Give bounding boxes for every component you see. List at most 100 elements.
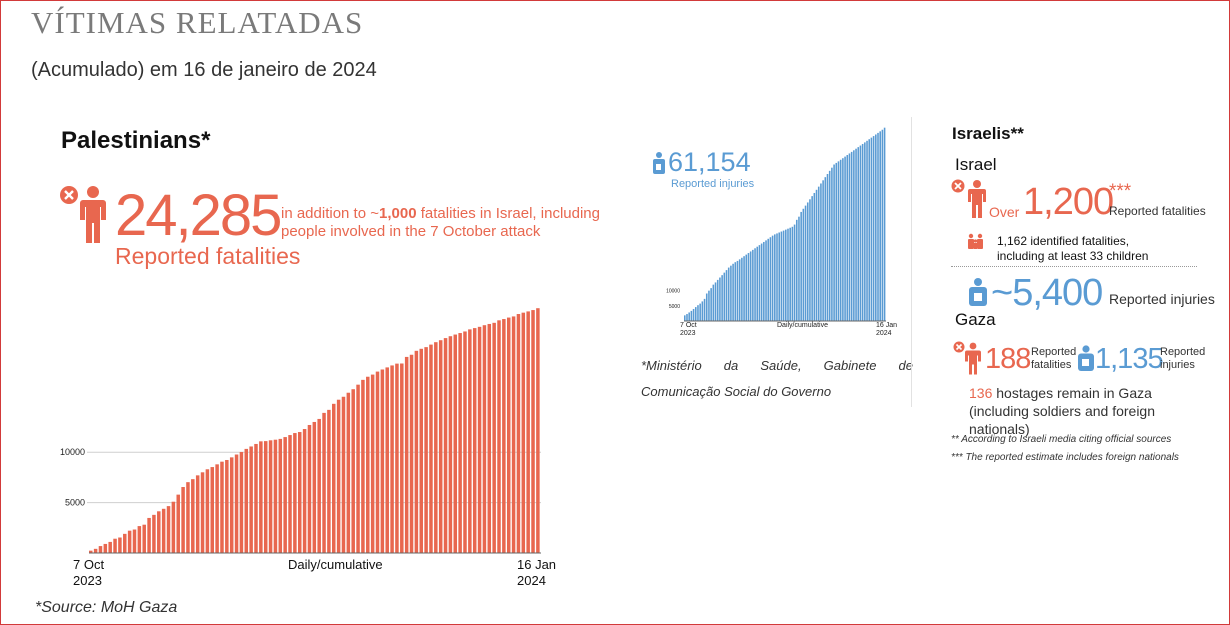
bar xyxy=(516,314,521,553)
bar xyxy=(161,508,166,553)
bar xyxy=(705,293,708,321)
y-tick-label: 5000 xyxy=(65,498,85,508)
bar xyxy=(526,311,530,553)
bar xyxy=(754,248,756,321)
israelis-heading: Israelis** xyxy=(952,124,1024,143)
bar xyxy=(195,475,200,553)
bar xyxy=(113,538,117,553)
bar xyxy=(293,433,297,553)
bar xyxy=(778,232,780,321)
israel-injuries-number: ~5,400 xyxy=(991,272,1103,314)
hostages-text: hostages remain in Gaza (including soldi… xyxy=(969,385,1155,437)
bar xyxy=(502,319,506,553)
bar xyxy=(716,279,719,321)
bar xyxy=(741,257,743,321)
bar xyxy=(855,148,857,321)
bar xyxy=(332,403,336,553)
bar xyxy=(780,231,783,321)
person-x-icon xyxy=(951,179,986,218)
bar xyxy=(868,139,871,321)
bar xyxy=(380,369,385,553)
bar xyxy=(210,467,215,553)
bar xyxy=(263,441,268,553)
israel-fatalities-marks: *** xyxy=(1109,181,1132,202)
bar xyxy=(881,129,884,321)
bar xyxy=(866,140,868,321)
bar xyxy=(795,219,798,321)
bar xyxy=(220,461,224,553)
gaza-fatalities-label: Reported fatalities xyxy=(1031,346,1077,371)
bar xyxy=(800,211,802,321)
y-tick-label: 10000 xyxy=(666,288,680,294)
bar xyxy=(844,156,846,321)
bar xyxy=(166,506,171,553)
bar xyxy=(108,541,112,553)
bar xyxy=(463,331,467,553)
bar xyxy=(307,424,312,553)
bar xyxy=(699,303,701,321)
bar xyxy=(697,305,699,321)
bar xyxy=(870,137,873,321)
bar xyxy=(771,235,774,321)
person-bandaged-icon xyxy=(969,278,987,306)
bar xyxy=(341,396,346,553)
bar xyxy=(837,161,840,321)
bar xyxy=(839,159,842,321)
bar xyxy=(351,389,355,553)
bar xyxy=(181,487,185,553)
israel-fatalities-label: Reported fatalities xyxy=(1109,204,1206,218)
bar xyxy=(448,336,453,553)
inj-chart-end-label: 16 Jan 2024 xyxy=(876,322,898,337)
note-number: 1,000 xyxy=(379,205,417,222)
page-title: VÍTIMAS RELATADAS xyxy=(31,5,364,40)
bar xyxy=(506,317,511,553)
bar xyxy=(804,205,807,321)
bar xyxy=(712,284,715,321)
bar xyxy=(225,459,229,553)
bar xyxy=(438,340,443,553)
bar xyxy=(312,421,317,553)
bar xyxy=(390,365,394,553)
bar xyxy=(268,440,273,553)
bar xyxy=(142,524,146,553)
bar xyxy=(708,290,710,321)
y-tick-label: 5000 xyxy=(669,304,680,310)
bar xyxy=(429,344,433,553)
bar xyxy=(157,511,161,553)
bar xyxy=(787,228,789,321)
palestinian-injuries-number: 61,154 xyxy=(668,147,751,177)
bar xyxy=(443,338,448,553)
bar xyxy=(828,170,831,321)
bar xyxy=(806,202,809,321)
bar xyxy=(171,501,176,553)
palestinian-fatalities-number: 24,285 xyxy=(115,183,282,248)
bar xyxy=(793,224,796,321)
bar xyxy=(745,254,748,321)
bar xyxy=(710,288,712,321)
israel-over-label: Over xyxy=(989,204,1020,220)
bar xyxy=(385,367,389,553)
bar xyxy=(686,314,688,321)
bar xyxy=(521,312,526,553)
bar xyxy=(346,392,351,553)
bar xyxy=(738,259,741,321)
bar xyxy=(497,320,501,553)
bar xyxy=(302,429,307,553)
bar xyxy=(487,323,492,553)
bar xyxy=(727,267,730,321)
gaza-fatalities-number: 188 xyxy=(985,343,1031,375)
bar xyxy=(743,256,745,321)
bar xyxy=(835,162,838,321)
footnote-foreign-nationals: *** The reported estimate includes forei… xyxy=(951,452,1179,463)
bar xyxy=(361,379,365,553)
bar xyxy=(336,399,341,553)
bar xyxy=(730,265,732,321)
identified-fatalities-note: 1,162 identified fatalities, including a… xyxy=(997,234,1149,263)
bar xyxy=(848,153,851,321)
inj-chart-middle-label: Daily/cumulative xyxy=(777,322,828,329)
bar xyxy=(283,437,287,553)
bar xyxy=(791,226,794,321)
bar xyxy=(756,246,759,321)
source-note: *Source: MoH Gaza xyxy=(35,599,178,616)
